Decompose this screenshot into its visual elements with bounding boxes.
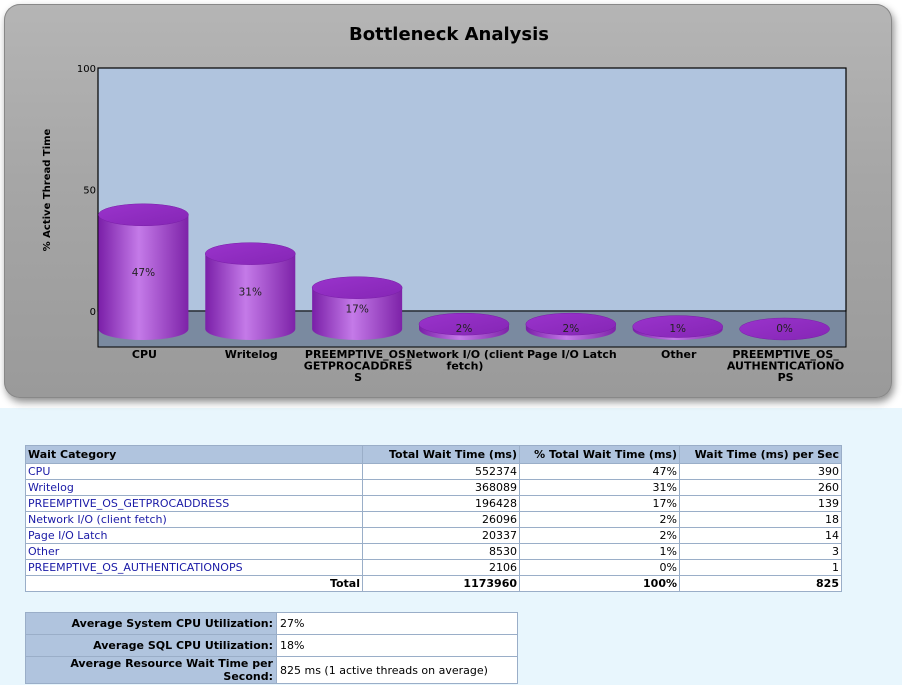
total-label: Total xyxy=(25,575,363,592)
table-row: Other 8530 1% 3 xyxy=(25,543,842,560)
x-tick-label: PS xyxy=(778,371,794,384)
pct-wait-cell: 2% xyxy=(519,511,680,528)
utilization-label: Average Resource Wait Time per Second: xyxy=(25,656,277,684)
x-tick-label: Page I/O Latch xyxy=(527,348,617,361)
utilization-label: Average System CPU Utilization: xyxy=(25,612,277,635)
total-wait-cell: 368089 xyxy=(362,479,520,496)
x-tick-label: S xyxy=(354,371,362,384)
wait-per-sec-cell: 18 xyxy=(679,511,842,528)
y-tick-label: 0 xyxy=(90,307,96,318)
x-tick-label: GETPROCADDRES xyxy=(304,360,413,373)
x-tick-label: Writelog xyxy=(225,348,278,361)
wait-category-link[interactable]: Network I/O (client fetch) xyxy=(25,511,363,528)
table-header-row: Wait Category Total Wait Time (ms) % Tot… xyxy=(25,445,842,464)
pct-wait-cell: 2% xyxy=(519,527,680,544)
total-pct: 100% xyxy=(519,575,680,592)
bar-top xyxy=(311,276,403,299)
data-label: 1% xyxy=(669,323,686,335)
x-tick-label: fetch) xyxy=(447,360,484,373)
y-tick-label: 50 xyxy=(83,186,96,197)
bottleneck-chart: Bottleneck Analysis 100 50 0 % Active Thread… xyxy=(42,24,847,384)
pct-wait-cell: 1% xyxy=(519,543,680,560)
col-header-wait-category: Wait Category xyxy=(25,445,363,464)
bar xyxy=(98,214,189,340)
total-wait-cell: 2106 xyxy=(362,559,520,576)
wait-per-sec-cell: 3 xyxy=(679,543,842,560)
x-tick-label: Other xyxy=(661,348,697,361)
utilization-row: Average Resource Wait Time per Second: 82… xyxy=(25,656,518,684)
total-wait-cell: 26096 xyxy=(362,511,520,528)
table-row: Network I/O (client fetch) 26096 2% 18 xyxy=(25,511,842,528)
total-wait-cell: 8530 xyxy=(362,543,520,560)
col-header-pct-wait: % Total Wait Time (ms) xyxy=(519,445,680,464)
bar-top xyxy=(525,312,617,336)
x-tick-label: PREEMPTIVE_OS_ xyxy=(732,348,839,361)
utilization-value: 825 ms (1 active threads on average) xyxy=(276,656,518,684)
y-tick-label: 100 xyxy=(77,64,96,75)
total-wait-cell: 20337 xyxy=(362,527,520,544)
x-tick-label: PREEMPTIVE_OS_ xyxy=(305,348,412,361)
bar xyxy=(205,253,296,340)
x-tick-label: AUTHENTICATIONO xyxy=(727,360,844,373)
bar xyxy=(312,287,403,340)
table-row: Writelog 368089 31% 260 xyxy=(25,479,842,496)
wait-per-sec-cell: 260 xyxy=(679,479,842,496)
x-tick-label: CPU xyxy=(132,348,157,361)
utilization-value: 18% xyxy=(276,634,518,657)
utilization-table: Average System CPU Utilization: 27% Averag… xyxy=(25,612,518,684)
data-label: 17% xyxy=(345,303,368,315)
utilization-value: 27% xyxy=(276,612,518,635)
wait-per-sec-cell: 139 xyxy=(679,495,842,512)
bar-top xyxy=(205,242,296,265)
bar-top xyxy=(98,203,189,227)
wait-category-table: Wait Category Total Wait Time (ms) % Tot… xyxy=(25,445,842,592)
col-header-total-wait: Total Wait Time (ms) xyxy=(362,445,520,464)
bar-top xyxy=(739,317,830,341)
pct-wait-cell: 31% xyxy=(519,479,680,496)
wait-category-link[interactable]: CPU xyxy=(25,463,363,480)
col-header-wait-per-sec: Wait Time (ms) per Sec xyxy=(679,445,842,464)
utilization-row: Average SQL CPU Utilization: 18% xyxy=(25,634,518,657)
data-label: 47% xyxy=(132,267,155,279)
wait-category-link[interactable]: Writelog xyxy=(25,479,363,496)
pct-wait-cell: 0% xyxy=(519,559,680,576)
table-row: CPU 552374 47% 390 xyxy=(25,463,842,480)
table-row: PREEMPTIVE_OS_GETPROCADDRESS 196428 17% 139 xyxy=(25,495,842,512)
total-wait-cell: 552374 xyxy=(362,463,520,480)
bar-top xyxy=(632,315,723,338)
wait-category-link[interactable]: Page I/O Latch xyxy=(25,527,363,544)
bar-top xyxy=(418,312,510,336)
total-wait-time: 1173960 xyxy=(362,575,520,592)
wait-per-sec-cell: 1 xyxy=(679,559,842,576)
data-label: 31% xyxy=(239,286,262,298)
y-axis-label: % Active Thread Time xyxy=(42,128,53,251)
wait-category-link[interactable]: Other xyxy=(25,543,363,560)
chart-title: Bottleneck Analysis xyxy=(349,24,549,45)
utilization-label: Average SQL CPU Utilization: xyxy=(25,634,277,657)
data-label: 2% xyxy=(456,323,473,335)
table-row: PREEMPTIVE_OS_AUTHENTICATIONOPS 2106 0% 1 xyxy=(25,559,842,576)
wait-category-link[interactable]: PREEMPTIVE_OS_GETPROCADDRESS xyxy=(25,495,363,512)
table-row: Page I/O Latch 20337 2% 14 xyxy=(25,527,842,544)
wait-per-sec-cell: 14 xyxy=(679,527,842,544)
total-wait-cell: 196428 xyxy=(362,495,520,512)
wait-per-sec-cell: 390 xyxy=(679,463,842,480)
utilization-row: Average System CPU Utilization: 27% xyxy=(25,612,518,635)
pct-wait-cell: 47% xyxy=(519,463,680,480)
total-per-sec: 825 xyxy=(679,575,842,592)
data-label: 0% xyxy=(776,323,793,335)
data-label: 2% xyxy=(563,323,580,335)
chart-area: Bottleneck Analysis 100 50 0 % Active Thread… xyxy=(0,0,902,408)
x-tick-label: Network I/O (client xyxy=(406,348,523,361)
pct-wait-cell: 17% xyxy=(519,495,680,512)
table-total-row: Total 1173960 100% 825 xyxy=(25,575,842,592)
wait-category-link[interactable]: PREEMPTIVE_OS_AUTHENTICATIONOPS xyxy=(25,559,363,576)
